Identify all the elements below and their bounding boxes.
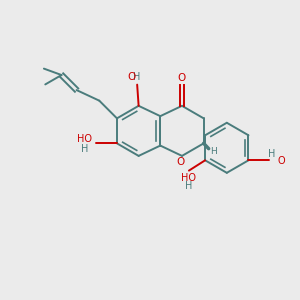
Text: H: H [81,144,88,154]
Text: HO: HO [77,134,92,144]
Text: H: H [210,147,217,156]
Text: H: H [134,72,141,82]
Text: H: H [185,181,193,191]
Text: O: O [176,158,184,167]
Text: H: H [268,149,276,159]
Text: HO: HO [182,173,196,183]
Text: O: O [128,72,136,82]
Text: O: O [277,156,285,166]
Text: O: O [178,73,186,83]
